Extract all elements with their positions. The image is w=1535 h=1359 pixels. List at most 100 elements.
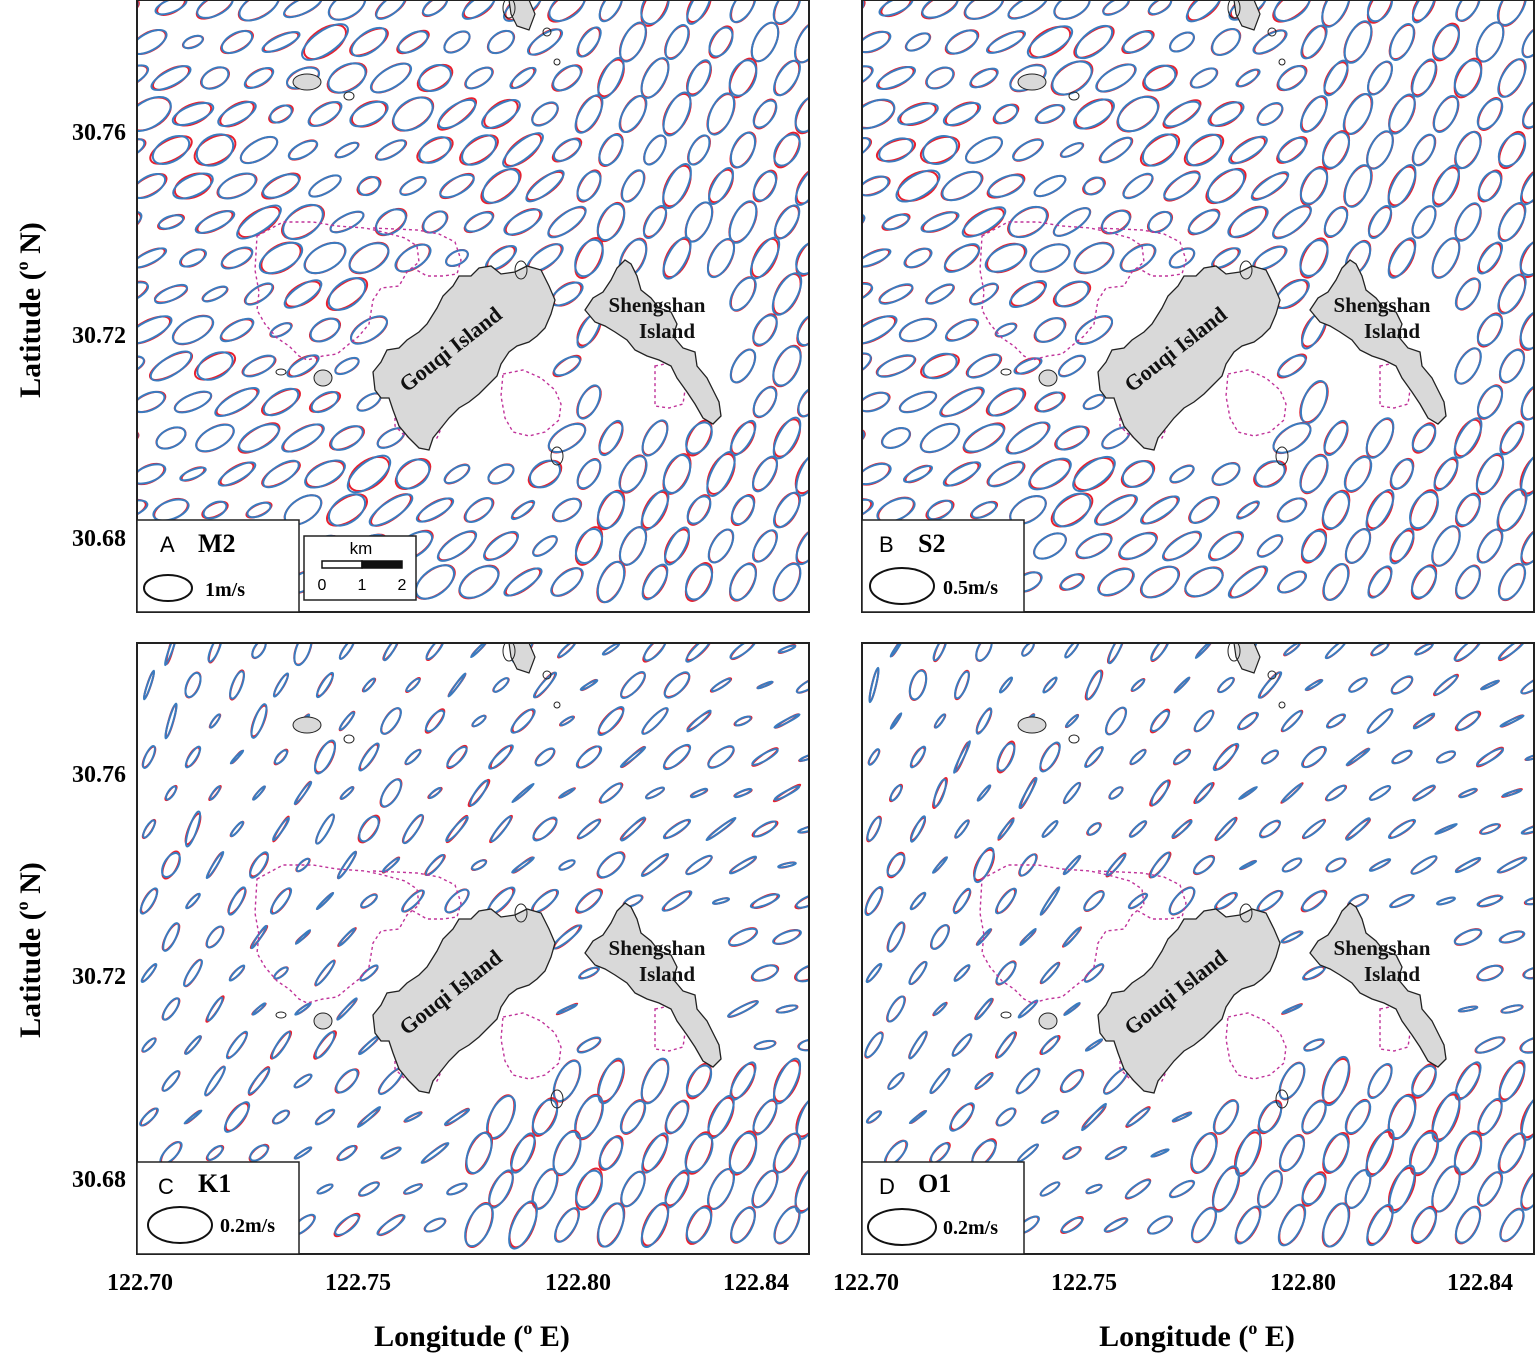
modeled-ellipse: [1102, 0, 1130, 16]
modeled-ellipse: [773, 1206, 801, 1244]
modeled-ellipse: [876, 497, 916, 523]
modeled-ellipse: [337, 850, 357, 880]
modeled-ellipse: [327, 0, 367, 21]
modeled-ellipse: [729, 0, 757, 23]
islet: [1038, 369, 1058, 387]
scale-ellipse-c: [147, 1206, 213, 1244]
observed-ellipse: [1280, 709, 1304, 733]
modeled-ellipse: [1480, 679, 1500, 691]
modeled-ellipse: [511, 856, 535, 874]
islet: [1000, 1011, 1012, 1019]
modeled-ellipse: [640, 1057, 670, 1105]
constituent-label-b: S2: [918, 529, 945, 558]
observed-ellipse: [1236, 501, 1260, 519]
modeled-ellipse: [1368, 205, 1392, 239]
observed-ellipse: [1120, 459, 1156, 489]
modeled-ellipse: [925, 66, 955, 90]
modeled-ellipse: [238, 0, 280, 22]
modeled-ellipse: [1119, 243, 1157, 273]
modeled-ellipse: [987, 174, 1025, 198]
observed-ellipse: [1272, 0, 1312, 23]
modeled-ellipse: [137, 390, 166, 414]
modeled-ellipse: [1013, 357, 1043, 375]
modeled-ellipse: [1521, 25, 1534, 59]
zone-boundary: [979, 221, 1145, 361]
modeled-ellipse: [752, 455, 778, 493]
observed-ellipse: [844, 709, 860, 734]
observed-ellipse: [416, 136, 454, 164]
observed-ellipse: [1251, 172, 1289, 200]
modeled-ellipse: [443, 1108, 471, 1126]
observed-ellipse: [325, 277, 369, 311]
modeled-ellipse: [439, 173, 475, 199]
observed-ellipse: [662, 237, 692, 279]
observed-ellipse: [1209, 100, 1243, 128]
modeled-ellipse: [1235, 68, 1261, 88]
modeled-ellipse: [987, 387, 1025, 417]
modeled-ellipse: [532, 816, 558, 842]
observed-ellipse: [953, 964, 971, 982]
modeled-ellipse: [1086, 822, 1102, 836]
modeled-ellipse: [865, 962, 883, 984]
observed-ellipse: [1074, 98, 1114, 130]
zone-boundary: [372, 870, 462, 920]
modeled-ellipse: [142, 745, 156, 769]
modeled-ellipse: [1074, 24, 1114, 60]
modeled-ellipse: [597, 706, 625, 736]
modeled-ellipse: [1073, 98, 1115, 130]
modeled-ellipse: [864, 1031, 884, 1059]
modeled-ellipse: [643, 205, 667, 239]
modeled-ellipse: [1453, 928, 1483, 946]
modeled-ellipse: [1147, 1215, 1173, 1235]
modeled-ellipse: [1147, 210, 1173, 234]
modeled-ellipse: [1299, 167, 1329, 205]
observed-ellipse: [115, 1067, 139, 1095]
modeled-ellipse: [200, 66, 230, 90]
modeled-ellipse: [618, 95, 648, 133]
modeled-ellipse: [1034, 317, 1066, 343]
modeled-ellipse: [464, 211, 494, 233]
modeled-ellipse: [1261, 749, 1279, 765]
islet: [1239, 260, 1253, 280]
modeled-ellipse: [247, 1067, 271, 1095]
modeled-ellipse: [1480, 823, 1500, 835]
observed-ellipse: [1050, 492, 1094, 528]
modeled-ellipse: [577, 819, 601, 839]
modeled-ellipse: [905, 32, 931, 52]
zone-boundary: [500, 1012, 562, 1080]
islet: [553, 701, 561, 709]
modeled-ellipse: [425, 854, 445, 876]
modeled-ellipse: [920, 211, 960, 233]
observed-ellipse: [284, 280, 322, 308]
modeled-ellipse: [1212, 1165, 1240, 1213]
shengshan-label-line2: Island: [639, 962, 695, 986]
observed-ellipse: [575, 1167, 603, 1211]
observed-ellipse: [137, 0, 140, 15]
islet: [1227, 643, 1241, 662]
modeled-ellipse: [862, 65, 874, 91]
observed-ellipse: [119, 708, 136, 733]
modeled-ellipse: [1411, 205, 1437, 239]
modeled-ellipse: [269, 887, 293, 915]
modeled-ellipse: [729, 563, 757, 601]
modeled-ellipse: [1099, 136, 1133, 164]
modeled-ellipse: [1497, 273, 1527, 315]
modeled-ellipse: [508, 1200, 538, 1250]
islet: [1267, 27, 1277, 37]
modeled-ellipse: [206, 1145, 224, 1161]
modeled-ellipse: [314, 1031, 336, 1059]
modeled-ellipse: [149, 350, 193, 382]
modeled-ellipse: [531, 1098, 559, 1136]
modeled-ellipse: [599, 782, 623, 804]
modeled-ellipse: [358, 1181, 380, 1197]
modeled-ellipse: [1410, 855, 1438, 875]
modeled-ellipse: [334, 356, 360, 376]
modeled-ellipse: [1185, 0, 1223, 23]
modeled-ellipse: [728, 59, 758, 97]
modeled-ellipse: [1105, 853, 1127, 877]
zone-boundary: [654, 361, 686, 409]
modeled-ellipse: [204, 1065, 226, 1097]
modeled-ellipse: [862, 175, 890, 197]
modeled-ellipse: [930, 924, 950, 950]
